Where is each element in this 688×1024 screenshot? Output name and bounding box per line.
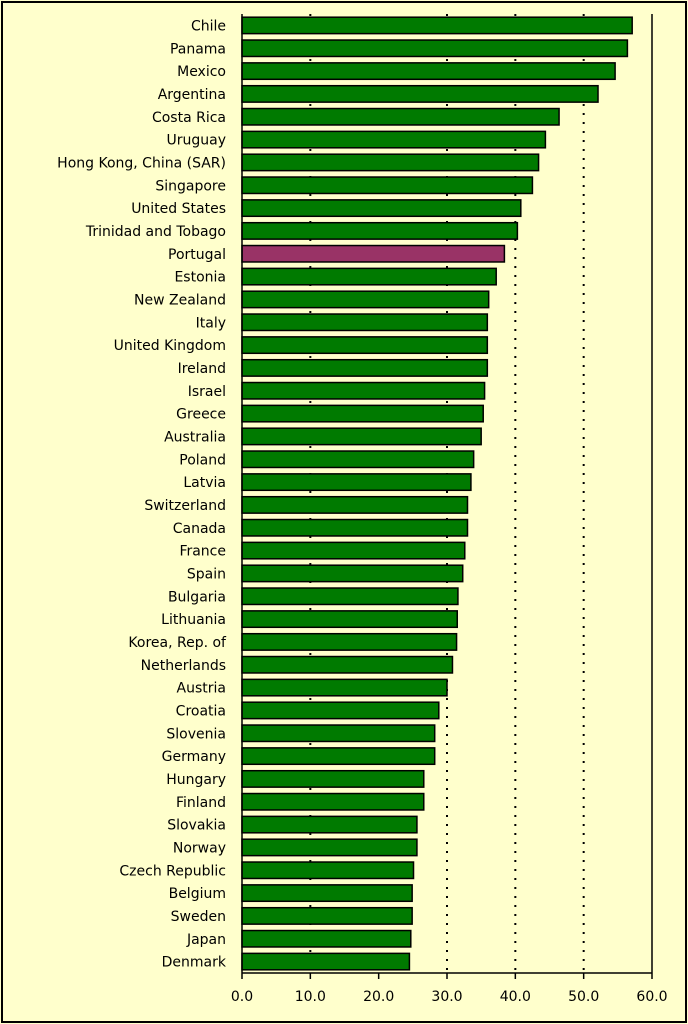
category-label: France [179,544,226,560]
bar-slovenia [241,724,436,743]
bar-finland [241,792,425,811]
category-label: New Zealand [134,292,226,308]
bar-mexico [241,62,616,81]
x-tick-label: 50.0 [568,989,599,1005]
category-label: Poland [179,452,226,468]
category-label: Norway [173,840,226,856]
category-label: Trinidad and Tobago [85,224,226,240]
category-label: Italy [196,315,226,331]
bar-lithuania [241,610,458,629]
bar-new-zealand [241,290,490,309]
category-label: Slovakia [167,818,226,834]
category-label: Denmark [162,955,227,971]
category-label: Latvia [183,475,226,491]
x-tick-label: 20.0 [363,989,394,1005]
bar-austria [241,678,448,697]
bar-uruguay [241,130,547,149]
category-label: Spain [187,566,226,582]
bar-portugal [241,244,506,263]
category-label: Japan [186,932,226,948]
category-label: Australia [164,429,226,445]
x-tick-label: 10.0 [295,989,326,1005]
bar-bulgaria [241,587,459,606]
bar-greece [241,404,484,423]
category-label: Korea, Rep. of [128,635,227,651]
bar-korea-rep-of [241,632,458,651]
category-label: Ireland [178,361,226,377]
category-label: Czech Republic [119,863,226,879]
bar-germany [241,747,436,766]
category-label: Austria [177,681,226,697]
category-label: Lithuania [161,612,226,628]
bar-switzerland [241,495,469,514]
x-tick-label: 60.0 [636,989,667,1005]
category-label: Canada [173,521,226,537]
category-label: Uruguay [167,133,227,149]
bar-united-kingdom [241,336,489,355]
category-label: Slovenia [166,726,226,742]
bar-poland [241,450,475,469]
category-label: Israel [188,384,226,400]
category-label: Finland [176,795,226,811]
bar-spain [241,564,464,583]
bar-united-states [241,199,522,218]
category-label: Mexico [177,64,226,80]
bar-czech-republic [241,861,415,880]
bar-latvia [241,473,472,492]
bar-trinidad-and-tobago [241,221,519,240]
category-label: Sweden [171,909,226,925]
category-label: Argentina [158,87,226,103]
category-label: Germany [162,749,226,765]
category-label: Switzerland [144,498,226,514]
bar-norway [241,838,418,857]
x-tick-label: 30.0 [431,989,462,1005]
bar-singapore [241,176,534,195]
category-label: Croatia [176,703,226,719]
category-label: United Kingdom [114,338,226,354]
bar-estonia [241,267,497,286]
category-label: Hungary [166,772,226,788]
bar-hungary [241,769,425,788]
bar-argentina [241,84,599,103]
bar-ireland [241,358,489,377]
category-label: Bulgaria [168,589,226,605]
bar-belgium [241,884,413,903]
bar-hong-kong-china-sar- [241,153,540,172]
bar-sweden [241,906,413,925]
bar-france [241,541,466,560]
category-label: Belgium [169,886,226,902]
bar-japan [241,929,412,948]
category-label: Greece [176,407,226,423]
category-label: Singapore [155,178,226,194]
bar-chile [241,16,633,35]
category-label: Estonia [174,270,226,286]
bar-croatia [241,701,440,720]
category-label: Portugal [168,247,226,263]
bar-costa-rica [241,107,560,126]
category-label: Costa Rica [152,110,226,126]
category-label: Hong Kong, China (SAR) [57,155,226,171]
bar-slovakia [241,815,418,834]
bar-israel [241,381,486,400]
bar-denmark [241,952,411,971]
category-label: Panama [170,41,226,57]
category-label: Chile [191,18,226,34]
bar-canada [241,518,469,537]
category-label: Netherlands [141,658,226,674]
bar-australia [241,427,482,446]
bar-panama [241,39,629,58]
category-label: United States [131,201,226,217]
x-tick-label: 0.0 [231,989,253,1005]
x-tick-label: 40.0 [500,989,531,1005]
bar-netherlands [241,655,454,674]
bar-italy [241,313,489,332]
